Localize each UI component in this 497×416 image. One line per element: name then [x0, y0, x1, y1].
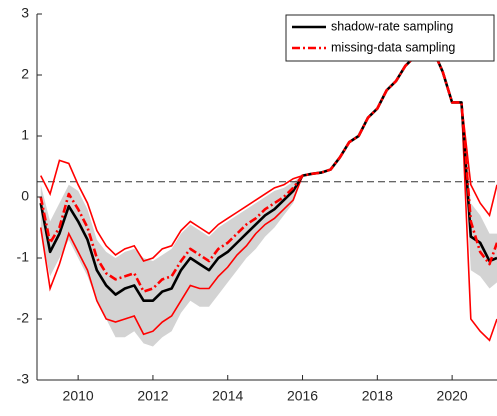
legend-label: missing-data sampling: [331, 40, 455, 54]
axes: -3 -2 -1 0 1 2 3 2010 2012 2014 2016 2018 2020: [17, 5, 497, 404]
x-tick-label: 2016: [287, 388, 318, 404]
y-tick-label: 0: [21, 188, 29, 204]
x-tick-label: 2020: [437, 388, 468, 404]
x-tick-label: 2010: [63, 388, 94, 404]
y-tick-label: -1: [17, 249, 30, 265]
y-tick-label: -2: [17, 310, 30, 326]
x-tick-label: 2018: [362, 388, 393, 404]
y-tick-label: 3: [21, 5, 29, 21]
y-tick-label: -3: [17, 371, 30, 387]
plot-area: [37, 46, 497, 347]
legend: shadow-rate sampling missing-data samplin…: [285, 14, 495, 62]
x-tick-label: 2012: [137, 388, 168, 404]
band-area: [40, 47, 497, 347]
x-tick-label: 2014: [212, 388, 243, 404]
legend-label: shadow-rate sampling: [331, 19, 453, 33]
legend-box: [285, 14, 495, 62]
y-tick-label: 2: [21, 66, 29, 82]
y-tick-label: 1: [21, 127, 29, 143]
